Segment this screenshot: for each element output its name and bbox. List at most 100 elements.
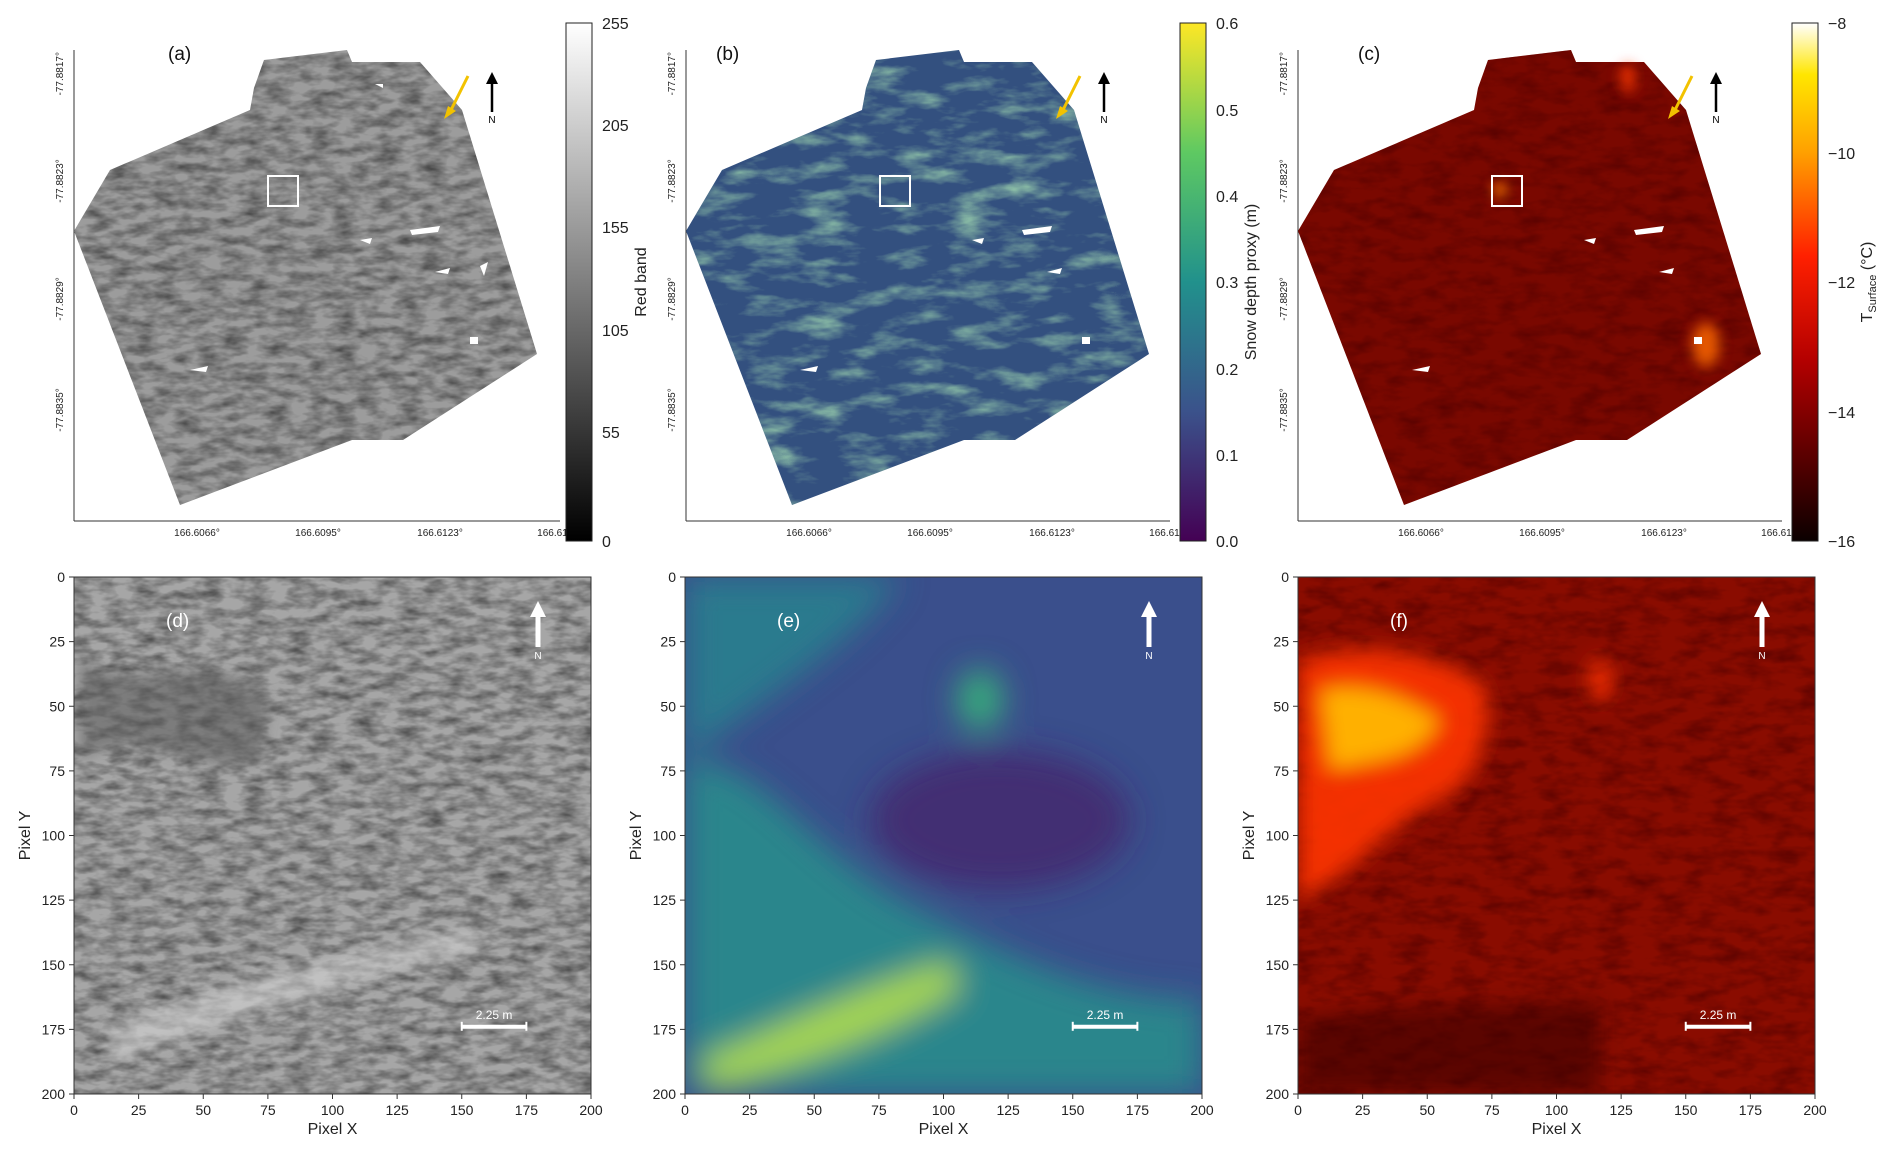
svg-text:-77.8829°: -77.8829° bbox=[1279, 277, 1290, 320]
zoom-box bbox=[879, 175, 911, 207]
x-tick-label: 25 bbox=[131, 1102, 147, 1118]
y-tick-label: 75 bbox=[1273, 763, 1289, 779]
svg-text:0.3: 0.3 bbox=[1216, 275, 1238, 292]
y-tick-label: 150 bbox=[42, 957, 66, 973]
svg-text:166.6066°: 166.6066° bbox=[786, 528, 832, 539]
x-tick-label: 50 bbox=[1419, 1102, 1435, 1118]
x-axis-label: Pixel X bbox=[1532, 1121, 1582, 1138]
north-label: N bbox=[534, 651, 541, 662]
colorbar: 255 205 155 105 55 0 Red band bbox=[565, 16, 650, 551]
svg-text:255: 255 bbox=[602, 16, 629, 33]
svg-text:−12: −12 bbox=[1828, 275, 1855, 292]
panel-label: (c) bbox=[1358, 44, 1380, 65]
x-tick-label: 175 bbox=[515, 1102, 539, 1118]
sun-direction-arrow bbox=[1668, 75, 1694, 119]
y-tick-label: 200 bbox=[42, 1086, 66, 1102]
x-tick-label: 200 bbox=[1190, 1102, 1214, 1118]
svg-text:55: 55 bbox=[602, 425, 620, 442]
north-arrow-icon bbox=[486, 72, 498, 112]
x-tick-label: 125 bbox=[385, 1102, 409, 1118]
y-tick-label: 0 bbox=[57, 569, 65, 585]
x-tick-label: 25 bbox=[742, 1102, 758, 1118]
svg-text:-77.8823°: -77.8823° bbox=[1279, 159, 1290, 202]
svg-text:166.6152°: 166.6152° bbox=[537, 528, 583, 539]
svg-text:0.1: 0.1 bbox=[1216, 448, 1238, 465]
x-tick-label: 0 bbox=[1294, 1102, 1302, 1118]
north-label: N bbox=[1758, 651, 1765, 662]
y-tick-label: 200 bbox=[1266, 1086, 1290, 1102]
svg-text:155: 155 bbox=[602, 220, 629, 237]
svg-text:166.6152°: 166.6152° bbox=[1761, 528, 1807, 539]
y-tick-label: 100 bbox=[1266, 828, 1290, 844]
x-tick-label: 100 bbox=[1545, 1102, 1569, 1118]
y-tick-label: 150 bbox=[653, 957, 677, 973]
svg-text:166.6123°: 166.6123° bbox=[1029, 528, 1075, 539]
lon-tick-labels: 166.6066° 166.6095° 166.6123° 166.6152° bbox=[1398, 528, 1807, 539]
x-tick-label: 100 bbox=[321, 1102, 345, 1118]
svg-text:166.6066°: 166.6066° bbox=[174, 528, 220, 539]
y-tick-label: 125 bbox=[42, 892, 66, 908]
masked-features bbox=[190, 84, 488, 372]
panel-a: (a) N -77.8817° -77.8823° -77.8829° -77.… bbox=[55, 16, 650, 551]
x-tick-label: 150 bbox=[1061, 1102, 1085, 1118]
sun-direction-arrow bbox=[1056, 75, 1082, 119]
x-tick-label: 175 bbox=[1126, 1102, 1150, 1118]
svg-text:0: 0 bbox=[602, 534, 611, 551]
svg-text:-77.8829°: -77.8829° bbox=[55, 277, 66, 320]
x-tick-label: 100 bbox=[932, 1102, 956, 1118]
svg-text:166.6152°: 166.6152° bbox=[1149, 528, 1195, 539]
x-tick-label: 0 bbox=[70, 1102, 78, 1118]
north-arrow-icon bbox=[1098, 72, 1110, 112]
panel-label: (f) bbox=[1390, 611, 1408, 632]
y-tick-label: 175 bbox=[1266, 1021, 1290, 1037]
y-tick-label: 150 bbox=[1266, 957, 1290, 973]
y-tick-label: 100 bbox=[653, 828, 677, 844]
svg-text:-77.8829°: -77.8829° bbox=[667, 277, 678, 320]
x-tick-label: 75 bbox=[1484, 1102, 1500, 1118]
x-tick-label: 125 bbox=[996, 1102, 1020, 1118]
warm-spots bbox=[1493, 64, 1720, 367]
svg-text:−10: −10 bbox=[1828, 146, 1855, 163]
x-tick-label: 150 bbox=[450, 1102, 474, 1118]
zoom-box bbox=[267, 175, 299, 207]
y-tick-label: 25 bbox=[660, 634, 676, 650]
x-axis-label: Pixel X bbox=[919, 1121, 969, 1138]
colorbar-label: Red band bbox=[633, 247, 650, 316]
y-axis-label: Pixel Y bbox=[1241, 810, 1258, 860]
panel-c: (c) N -77.8817° -77.8823° -77.8829° -77.… bbox=[1279, 16, 1879, 551]
panel-f bbox=[1297, 576, 1816, 1095]
svg-text:205: 205 bbox=[602, 118, 629, 135]
panel-d bbox=[73, 576, 592, 1095]
panel-label: (e) bbox=[777, 611, 800, 632]
lat-tick-labels: -77.8817° -77.8823° -77.8829° -77.8835° bbox=[55, 52, 66, 432]
bottom-overlays: 0 25 50 75 100 125 150 175 200025507510012515017… bbox=[17, 569, 1827, 1138]
x-tick-label: 25 bbox=[1355, 1102, 1371, 1118]
y-tick-label: 75 bbox=[49, 763, 65, 779]
scale-bar-label: 2.25 m bbox=[1087, 1008, 1124, 1022]
svg-text:-77.8817°: -77.8817° bbox=[1279, 52, 1290, 95]
svg-text:−16: −16 bbox=[1828, 534, 1855, 551]
x-tick-label: 75 bbox=[871, 1102, 887, 1118]
north-arrow-icon bbox=[1754, 601, 1770, 617]
svg-text:−8: −8 bbox=[1828, 16, 1846, 33]
svg-text:-77.8817°: -77.8817° bbox=[55, 52, 66, 95]
svg-text:166.6123°: 166.6123° bbox=[417, 528, 463, 539]
y-tick-label: 200 bbox=[653, 1086, 677, 1102]
north-arrow-icon bbox=[530, 601, 546, 617]
north-label: N bbox=[488, 115, 495, 126]
sun-direction-arrow bbox=[444, 75, 470, 119]
y-tick-label: 175 bbox=[42, 1021, 66, 1037]
y-tick-label: 25 bbox=[1273, 634, 1289, 650]
y-tick-label: 0 bbox=[1281, 569, 1289, 585]
y-tick-label: 50 bbox=[49, 698, 65, 714]
lon-tick-labels: 166.6066° 166.6095° 166.6123° 166.6152° bbox=[786, 528, 1195, 539]
y-tick-label: 100 bbox=[42, 828, 66, 844]
x-tick-label: 200 bbox=[1803, 1102, 1827, 1118]
svg-text:166.6095°: 166.6095° bbox=[1519, 528, 1565, 539]
colorbar-label: TSurface (°C) bbox=[1859, 242, 1879, 323]
svg-text:-77.8835°: -77.8835° bbox=[667, 388, 678, 431]
north-label: N bbox=[1100, 115, 1107, 126]
x-tick-label: 200 bbox=[579, 1102, 603, 1118]
y-tick-label: 125 bbox=[653, 892, 677, 908]
